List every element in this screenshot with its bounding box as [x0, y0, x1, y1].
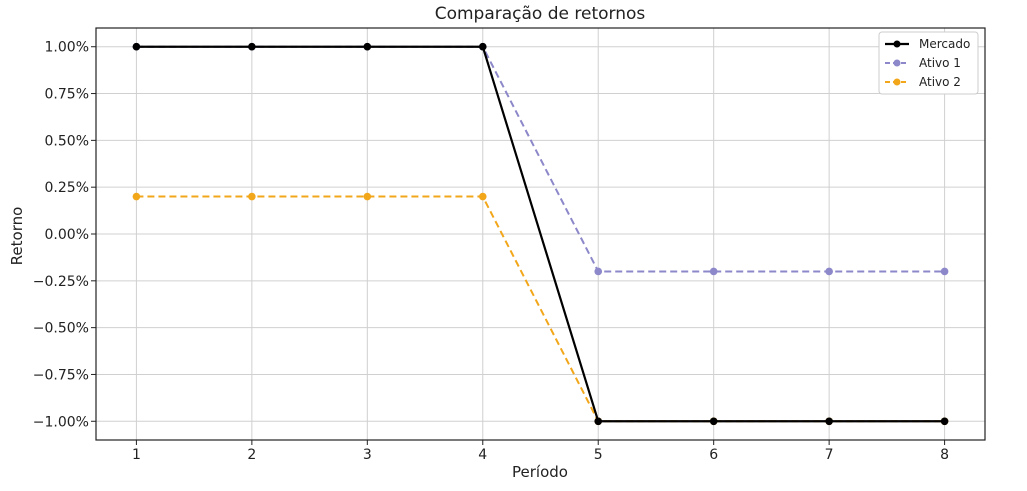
series-point-mercado	[132, 42, 141, 51]
x-tick-label: 1	[132, 447, 141, 463]
series-point-ativo-2	[248, 192, 256, 201]
y-axis-title: Retorno	[8, 207, 26, 266]
x-tick-label: 8	[940, 447, 949, 463]
y-tick-label: 0.00%	[45, 227, 89, 243]
series-line-ativo-2	[136, 195, 945, 423]
series-point-ativo-1	[825, 267, 833, 276]
series-point-mercado	[594, 417, 603, 426]
series-line-mercado	[136, 45, 945, 423]
y-tick-label: 0.25%	[45, 180, 89, 196]
y-tick-label: 1.00%	[45, 40, 89, 56]
y-tick-label: 0.50%	[45, 133, 89, 149]
legend-marker-ativo-2	[893, 78, 901, 86]
series-point-ativo-2	[132, 192, 141, 201]
legend-label-ativo-1: Ativo 1	[919, 56, 961, 70]
x-tick-label: 4	[478, 447, 487, 463]
series-point-ativo-1	[709, 267, 718, 276]
series-point-ativo-2	[478, 192, 487, 201]
legend-box	[878, 31, 979, 95]
series-point-ativo-2	[363, 192, 372, 201]
y-tick-label: −1.00%	[33, 414, 89, 430]
legend-marker-mercado	[893, 40, 901, 48]
series-mercado	[132, 42, 949, 426]
x-axis-title: Período	[512, 463, 568, 481]
series-point-mercado	[825, 417, 833, 426]
legend-label-mercado: Mercado	[919, 37, 970, 51]
legend: Mercado Ativo 1 Ativo 2	[878, 31, 979, 95]
x-tick-label: 7	[825, 447, 834, 463]
y-tick-label: −0.25%	[33, 274, 89, 290]
x-tick-label: 3	[363, 447, 372, 463]
series-point-mercado	[940, 417, 949, 426]
series-ativo-2	[132, 192, 949, 426]
legend-label-ativo-2: Ativo 2	[919, 75, 961, 89]
series-point-mercado	[709, 417, 718, 426]
series-point-mercado	[478, 42, 487, 51]
legend-marker-ativo-1	[893, 59, 901, 67]
x-tick-label: 5	[594, 447, 603, 463]
axis-ticks: 1 2 3 4 5 6 7 8 1.00% 0.75% 0.50% 0.25% 0.00% −0.25% −…	[33, 40, 949, 463]
chart-title: Comparação de retornos	[435, 4, 646, 24]
series-point-ativo-1	[940, 267, 949, 276]
series-line-ativo-1	[136, 45, 945, 273]
series-ativo-1	[132, 42, 949, 276]
series-layer	[132, 42, 949, 426]
series-point-mercado	[248, 42, 256, 51]
x-tick-label: 6	[709, 447, 718, 463]
y-tick-label: −0.50%	[33, 321, 89, 337]
y-tick-label: −0.75%	[33, 367, 89, 383]
series-point-ativo-1	[594, 267, 603, 276]
x-tick-label: 2	[247, 447, 256, 463]
series-point-mercado	[363, 42, 372, 51]
y-tick-label: 0.75%	[45, 87, 89, 103]
